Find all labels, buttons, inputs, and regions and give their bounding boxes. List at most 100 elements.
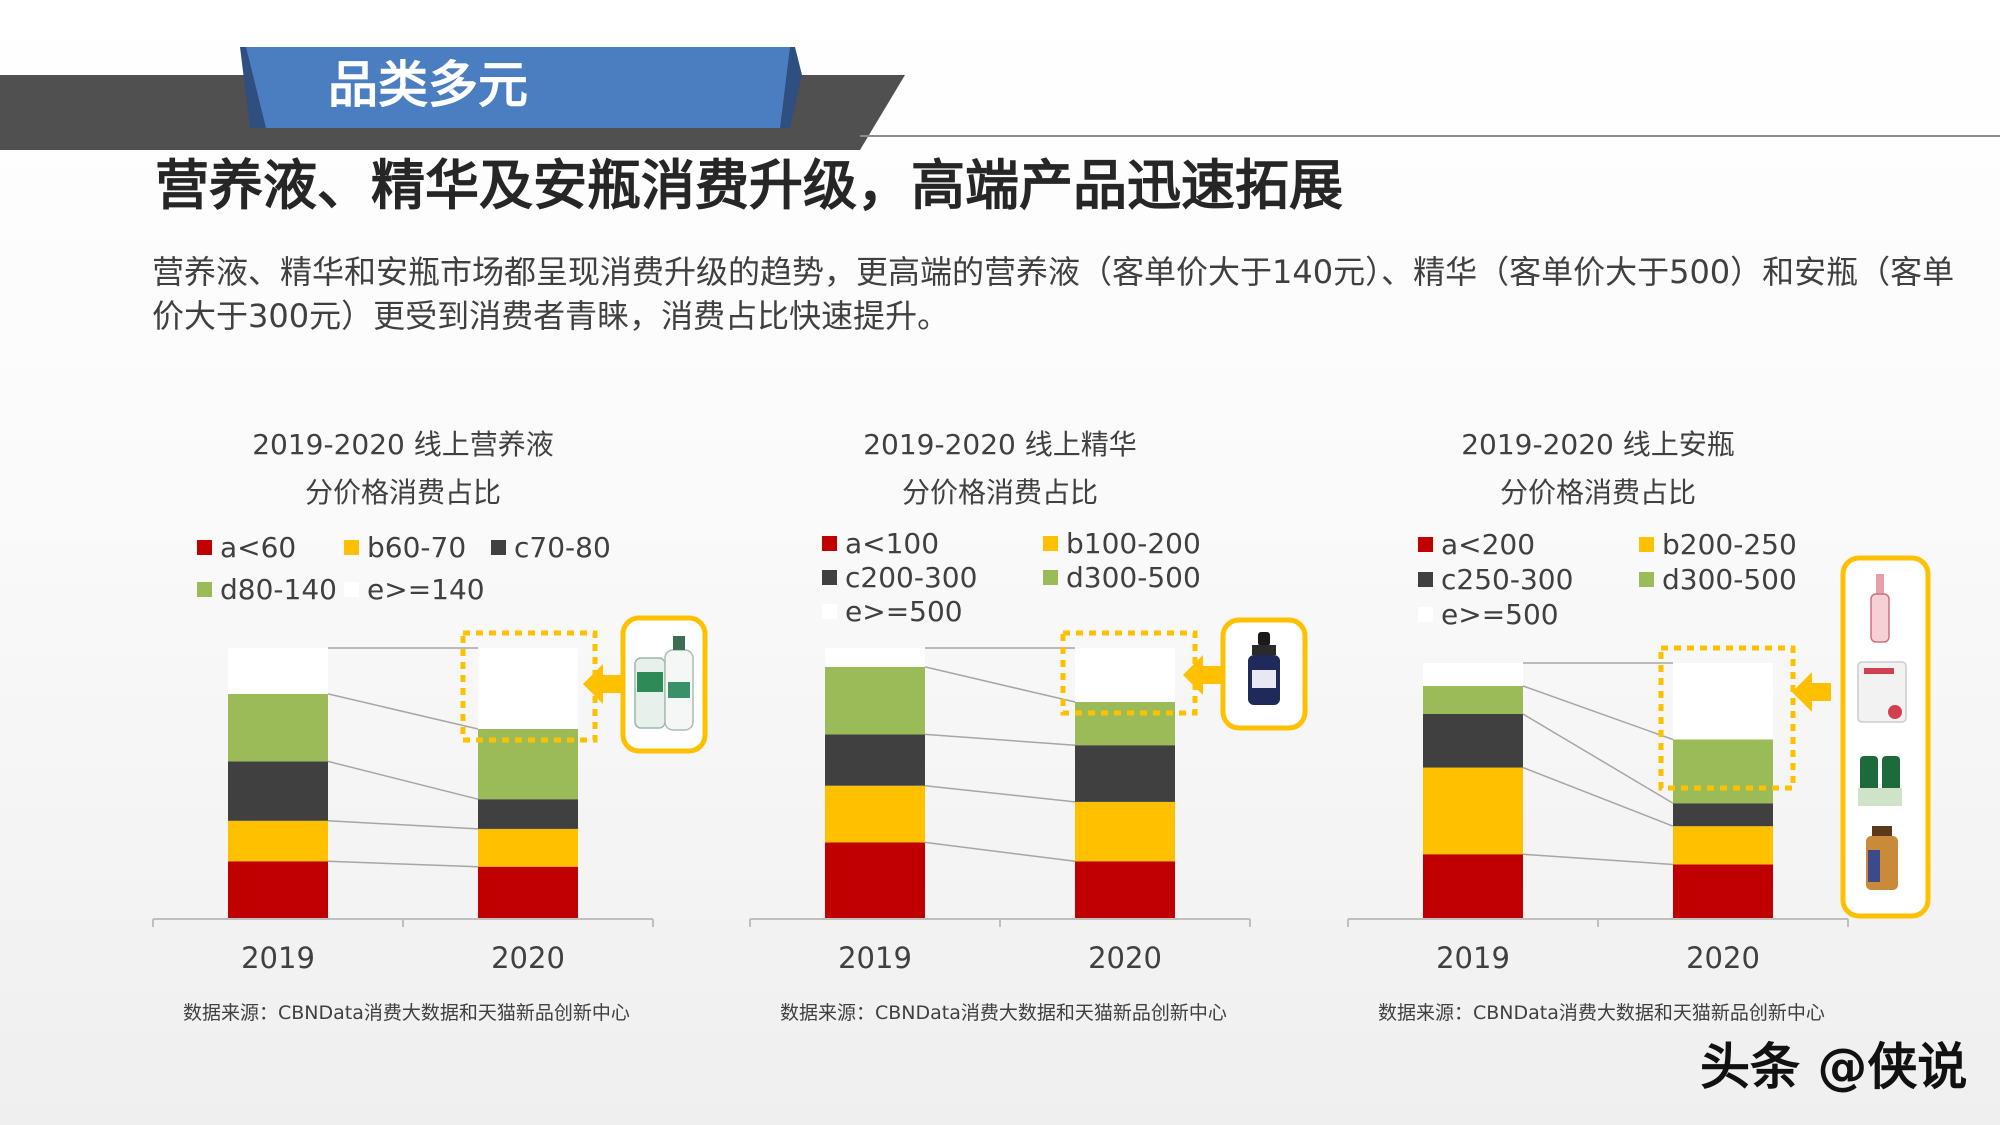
bar-segment <box>1075 801 1175 862</box>
bar-segment <box>825 666 925 735</box>
chart-subtitle: 分价格消费占比 <box>902 476 1098 509</box>
series-connector-line <box>924 666 1076 703</box>
bar-segment <box>478 828 578 867</box>
plot-area <box>228 647 578 918</box>
legend-label: e>=140 <box>367 573 485 606</box>
legend-swatch <box>1418 607 1433 622</box>
chart-serum: 2019-2020 线上精华 分价格消费占比 a<100 b100-200 c2… <box>749 428 1308 1024</box>
legend-label: a<100 <box>845 527 939 560</box>
header-blue-tab <box>246 47 790 128</box>
bar-segment <box>825 648 925 667</box>
chart-ampoule: 2019-2020 线上安瓶 分价格消费占比 a<200 b200-250 c2… <box>1347 428 1931 1024</box>
chart-subtitle: 分价格消费占比 <box>1500 476 1696 509</box>
x-tick-label: 2020 <box>491 941 565 975</box>
chart-title: 2019-2020 线上精华 <box>863 428 1137 461</box>
page-description: 营养液、精华和安瓶市场都呈现消费升级的趋势，更高端的营养液（客单价大于140元）… <box>152 253 1955 335</box>
bar-segment <box>1423 854 1523 918</box>
legend: a<100 b100-200 c200-300 d300-500 e>=500 <box>822 527 1201 628</box>
series-connector-line <box>327 760 479 800</box>
serum-dropper-bottle-icon <box>1248 632 1280 705</box>
legend-label: a<60 <box>220 531 296 564</box>
legend-swatch <box>344 582 359 597</box>
legend-label: b60-70 <box>367 531 466 564</box>
bar-segment <box>1673 803 1773 827</box>
arrow-left-icon <box>1183 655 1222 695</box>
bar-segment <box>1673 739 1773 804</box>
plot-area <box>1423 662 1773 918</box>
chart-subtitle: 分价格消费占比 <box>305 476 501 509</box>
legend-swatch <box>491 540 506 555</box>
series-connector-line <box>327 860 479 868</box>
legend-swatch <box>1639 537 1654 552</box>
arrow-left-icon <box>583 664 622 704</box>
legend: a<60 b60-70 c70-80 d80-140 e>=140 <box>197 531 611 606</box>
x-tick-label: 2020 <box>1088 941 1162 975</box>
chart-nutrient: 2019-2020 线上营养液 分价格消费占比 a<60 b60-70 c70-… <box>152 428 708 1024</box>
legend-swatch <box>1043 570 1058 585</box>
bar-segment <box>1423 685 1523 714</box>
page-title: 营养液、精华及安瓶消费升级，高端产品迅速拓展 <box>155 154 1343 217</box>
bar-segment <box>228 761 328 821</box>
legend-swatch <box>1418 572 1433 587</box>
legend-label: c250-300 <box>1441 563 1573 596</box>
x-tick-label: 2019 <box>241 941 315 975</box>
bar-segment <box>228 861 328 918</box>
legend-label: a<200 <box>1441 528 1535 561</box>
legend-label: d80-140 <box>220 573 337 606</box>
highlight-box <box>1658 645 1796 791</box>
bar-segment <box>825 785 925 843</box>
series-connector-line <box>924 733 1076 746</box>
bar-segment <box>1075 702 1175 746</box>
ampoule-products-icon <box>1857 574 1907 890</box>
x-tick-label: 2019 <box>838 941 912 975</box>
bar-segment <box>1673 826 1773 865</box>
series-connector-line <box>1522 766 1674 827</box>
bar-segment <box>1423 714 1523 768</box>
bar-segment <box>1673 663 1773 740</box>
bar-segment <box>478 648 578 729</box>
legend-swatch <box>1639 572 1654 587</box>
header-band <box>0 47 2000 150</box>
x-tick-label: 2020 <box>1686 941 1760 975</box>
legend-label: d300-500 <box>1066 561 1201 594</box>
data-source-note: 数据来源：CBNData消费大数据和天猫新品创新中心 <box>183 1002 630 1024</box>
section-label: 品类多元 <box>328 56 528 114</box>
bar-segment <box>478 799 578 829</box>
bar-segment <box>1423 663 1523 686</box>
bar-segment <box>1075 648 1175 702</box>
bar-segment <box>1075 861 1175 918</box>
legend-label: e>=500 <box>1441 598 1559 631</box>
legend-label: d300-500 <box>1662 563 1797 596</box>
legend-label: b100-200 <box>1066 527 1201 560</box>
legend-swatch <box>197 582 212 597</box>
watermark: 头条 @侠说 <box>1700 1038 1968 1096</box>
legend-swatch <box>822 604 837 619</box>
legend-swatch <box>1043 536 1058 551</box>
bar-segment <box>228 693 328 762</box>
chart-title: 2019-2020 线上营养液 <box>252 428 554 461</box>
bar-segment <box>1423 767 1523 855</box>
legend-label: e>=500 <box>845 595 963 628</box>
bar-segment <box>228 648 328 694</box>
legend-label: c70-80 <box>514 531 611 564</box>
series-connector-line <box>924 841 1076 863</box>
legend-swatch <box>197 540 212 555</box>
legend-label: c200-300 <box>845 561 977 594</box>
legend-swatch <box>822 570 837 585</box>
nutrient-spray-bottle-icon <box>634 636 694 731</box>
legend-swatch <box>344 540 359 555</box>
series-connector-line <box>327 693 479 730</box>
legend-label: b200-250 <box>1662 528 1797 561</box>
chart-title: 2019-2020 线上安瓶 <box>1461 428 1735 461</box>
data-source-note: 数据来源：CBNData消费大数据和天猫新品创新中心 <box>1378 1002 1825 1024</box>
bar-segment <box>825 842 925 918</box>
bar-segment <box>1673 864 1773 918</box>
bar-segment <box>1075 745 1175 802</box>
bar-segment <box>228 820 328 862</box>
data-source-note: 数据来源：CBNData消费大数据和天猫新品创新中心 <box>780 1002 1227 1024</box>
series-connector-line <box>924 784 1076 803</box>
plot-area <box>825 647 1175 918</box>
legend-swatch <box>1418 537 1433 552</box>
bar-segment <box>478 866 578 918</box>
legend-swatch <box>822 536 837 551</box>
